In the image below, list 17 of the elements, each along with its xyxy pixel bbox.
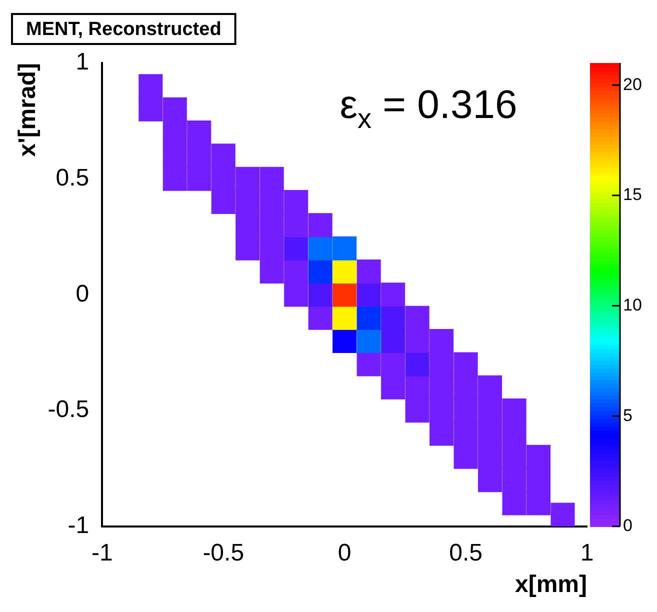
y-tick-label: -0.5 [48, 396, 90, 424]
color-bar-label: 15 [623, 185, 642, 204]
color-bar-label: 20 [623, 74, 642, 94]
y-tick-label: -1 [68, 512, 90, 540]
y-tick-label: 1 [76, 48, 90, 76]
x-tick-label: 0.5 [449, 539, 482, 566]
x-axis-title: x[mm] [514, 571, 587, 598]
chart-title: MENT, Reconstructed [26, 19, 222, 40]
color-bar-label: 5 [623, 406, 632, 425]
color-bar-label: 10 [623, 295, 642, 314]
color-bar-label: 0 [623, 516, 632, 536]
x-tick-label: 0 [338, 539, 352, 566]
y-tick-label: 0 [76, 280, 90, 308]
x-tick-label: -0.5 [202, 539, 244, 566]
y-axis-title: x'[mrad] [14, 63, 42, 157]
x-tick-label: 1 [580, 539, 594, 566]
y-tick-label: 0.5 [56, 164, 90, 192]
